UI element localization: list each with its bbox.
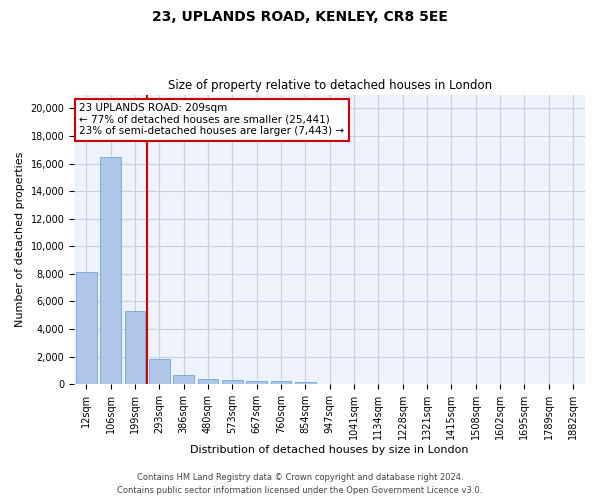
Y-axis label: Number of detached properties: Number of detached properties	[15, 152, 25, 327]
Bar	[125, 311, 145, 384]
Text: 23, UPLANDS ROAD, KENLEY, CR8 5EE: 23, UPLANDS ROAD, KENLEY, CR8 5EE	[152, 10, 448, 24]
Bar	[222, 380, 242, 384]
Text: Contains HM Land Registry data © Crown copyright and database right 2024.
Contai: Contains HM Land Registry data © Crown c…	[118, 474, 482, 495]
Bar	[295, 382, 316, 384]
X-axis label: Distribution of detached houses by size in London: Distribution of detached houses by size …	[190, 445, 469, 455]
Bar	[149, 358, 170, 384]
Bar	[76, 272, 97, 384]
Title: Size of property relative to detached houses in London: Size of property relative to detached ho…	[167, 79, 491, 92]
Bar	[197, 380, 218, 384]
Bar	[246, 381, 267, 384]
Bar	[271, 382, 291, 384]
Text: 23 UPLANDS ROAD: 209sqm
← 77% of detached houses are smaller (25,441)
23% of sem: 23 UPLANDS ROAD: 209sqm ← 77% of detache…	[79, 103, 344, 136]
Bar	[100, 156, 121, 384]
Bar	[173, 376, 194, 384]
